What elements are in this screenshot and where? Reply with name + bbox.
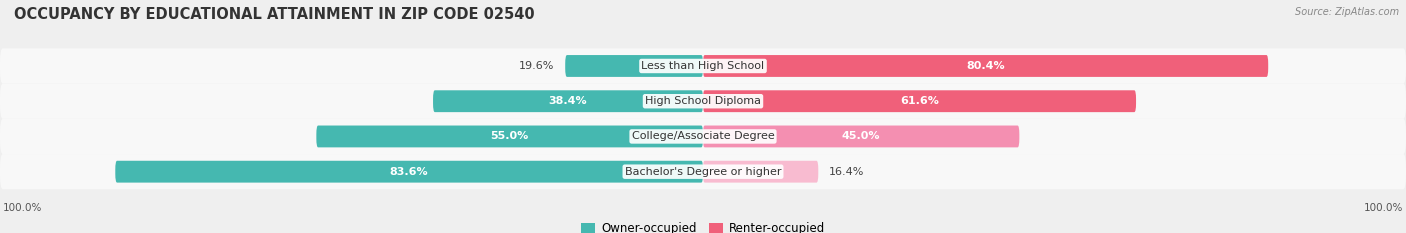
Text: 45.0%: 45.0% xyxy=(842,131,880,141)
FancyBboxPatch shape xyxy=(703,161,818,183)
FancyBboxPatch shape xyxy=(703,55,1268,77)
Text: 83.6%: 83.6% xyxy=(389,167,429,177)
FancyBboxPatch shape xyxy=(0,154,1406,189)
FancyBboxPatch shape xyxy=(703,90,1136,112)
FancyBboxPatch shape xyxy=(0,119,1406,154)
FancyBboxPatch shape xyxy=(565,55,703,77)
Text: 61.6%: 61.6% xyxy=(900,96,939,106)
FancyBboxPatch shape xyxy=(115,161,703,183)
Text: 16.4%: 16.4% xyxy=(830,167,865,177)
FancyBboxPatch shape xyxy=(703,126,1019,147)
Text: 55.0%: 55.0% xyxy=(491,131,529,141)
Legend: Owner-occupied, Renter-occupied: Owner-occupied, Renter-occupied xyxy=(576,218,830,233)
Text: Source: ZipAtlas.com: Source: ZipAtlas.com xyxy=(1295,7,1399,17)
Text: 38.4%: 38.4% xyxy=(548,96,588,106)
Text: Less than High School: Less than High School xyxy=(641,61,765,71)
Text: High School Diploma: High School Diploma xyxy=(645,96,761,106)
Text: OCCUPANCY BY EDUCATIONAL ATTAINMENT IN ZIP CODE 02540: OCCUPANCY BY EDUCATIONAL ATTAINMENT IN Z… xyxy=(14,7,534,22)
FancyBboxPatch shape xyxy=(316,126,703,147)
Text: 19.6%: 19.6% xyxy=(519,61,554,71)
Text: 80.4%: 80.4% xyxy=(966,61,1005,71)
FancyBboxPatch shape xyxy=(433,90,703,112)
Text: College/Associate Degree: College/Associate Degree xyxy=(631,131,775,141)
Text: 100.0%: 100.0% xyxy=(1364,203,1403,213)
FancyBboxPatch shape xyxy=(0,48,1406,84)
FancyBboxPatch shape xyxy=(0,84,1406,119)
Text: 100.0%: 100.0% xyxy=(3,203,42,213)
Text: Bachelor's Degree or higher: Bachelor's Degree or higher xyxy=(624,167,782,177)
